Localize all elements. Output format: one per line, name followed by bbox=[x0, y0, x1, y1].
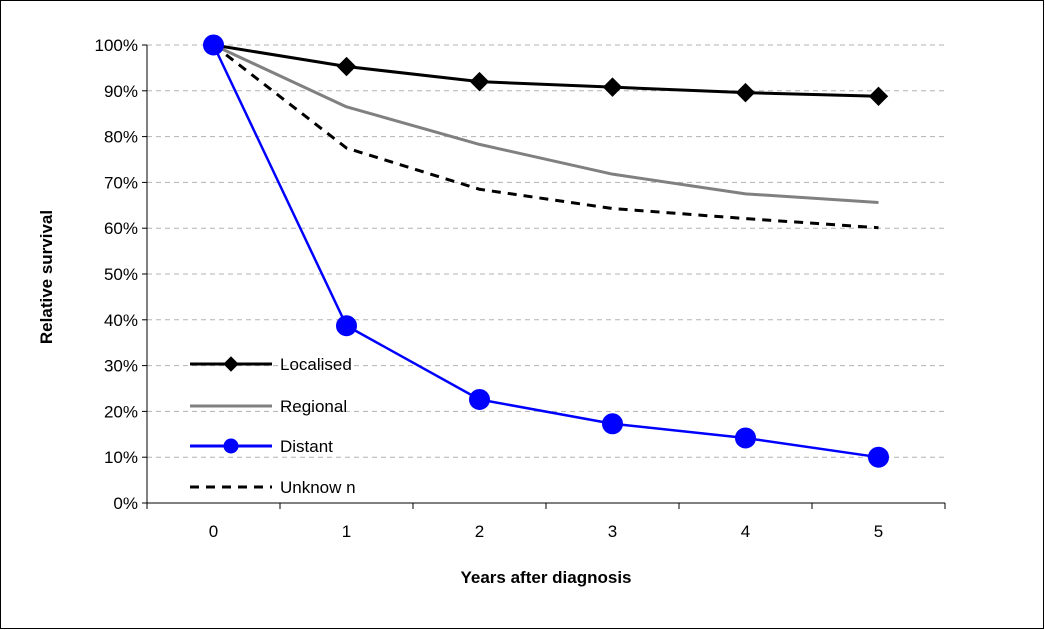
data-point-circle bbox=[602, 413, 623, 435]
series-lines bbox=[203, 34, 889, 468]
series-regional bbox=[212, 43, 879, 205]
legend-item-localised: Localised bbox=[190, 355, 352, 374]
y-tick-label: 100% bbox=[95, 36, 138, 55]
y-tick-label: 50% bbox=[104, 265, 138, 284]
series-line bbox=[213, 43, 879, 98]
y-tick-label: 0% bbox=[113, 494, 138, 513]
legend-item-unknow-n: Unknow n bbox=[190, 478, 356, 497]
data-point-diamond bbox=[469, 71, 490, 92]
x-axis-title: Years after diagnosis bbox=[460, 568, 631, 587]
data-point-circle bbox=[868, 446, 889, 468]
y-tick-label: 40% bbox=[104, 311, 138, 330]
x-tick-label: 2 bbox=[475, 522, 484, 541]
axes: 0% 10% 20% 30% 40% 50% 60% 70% 80% 90% 100% 0 1 2 3 4 5 bbox=[95, 36, 946, 541]
legend-item-distant: Distant bbox=[190, 437, 333, 456]
data-point-circle bbox=[223, 438, 239, 454]
series-line bbox=[212, 43, 879, 205]
x-tick-label: 5 bbox=[874, 522, 883, 541]
x-tick-label: 0 bbox=[209, 522, 218, 541]
y-tick-label: 90% bbox=[104, 82, 138, 101]
y-tick-label: 10% bbox=[104, 448, 138, 467]
y-tick-label: 20% bbox=[104, 402, 138, 421]
y-tick-label: 60% bbox=[104, 219, 138, 238]
series-line bbox=[212, 44, 879, 459]
series-distant bbox=[203, 34, 889, 468]
x-tick-label: 3 bbox=[608, 522, 617, 541]
data-point-circle bbox=[735, 427, 756, 449]
y-axis-title: Relative survival bbox=[37, 210, 56, 344]
data-point-diamond bbox=[223, 356, 239, 372]
x-tick-label: 1 bbox=[342, 522, 351, 541]
legend-label: Localised bbox=[280, 355, 352, 374]
data-point-diamond bbox=[735, 82, 756, 103]
data-point-diamond bbox=[336, 56, 357, 77]
series-unknow-n bbox=[212, 43, 879, 230]
data-point-circle bbox=[469, 388, 490, 410]
legend-label: Unknow n bbox=[280, 478, 356, 497]
legend-item-regional: Regional bbox=[190, 397, 347, 416]
data-point-circle bbox=[336, 315, 357, 337]
legend-label: Regional bbox=[280, 397, 347, 416]
series-line bbox=[212, 43, 879, 230]
data-point-diamond bbox=[868, 86, 889, 107]
y-tick-label: 30% bbox=[104, 357, 138, 376]
data-point-circle bbox=[203, 34, 224, 56]
x-tick-label: 4 bbox=[741, 522, 750, 541]
y-tick-label: 70% bbox=[104, 173, 138, 192]
legend-label: Distant bbox=[280, 437, 333, 456]
legend: Localised Regional Distant Unknow n bbox=[190, 355, 356, 497]
data-point-diamond bbox=[602, 77, 623, 97]
y-tick-label: 80% bbox=[104, 128, 138, 147]
